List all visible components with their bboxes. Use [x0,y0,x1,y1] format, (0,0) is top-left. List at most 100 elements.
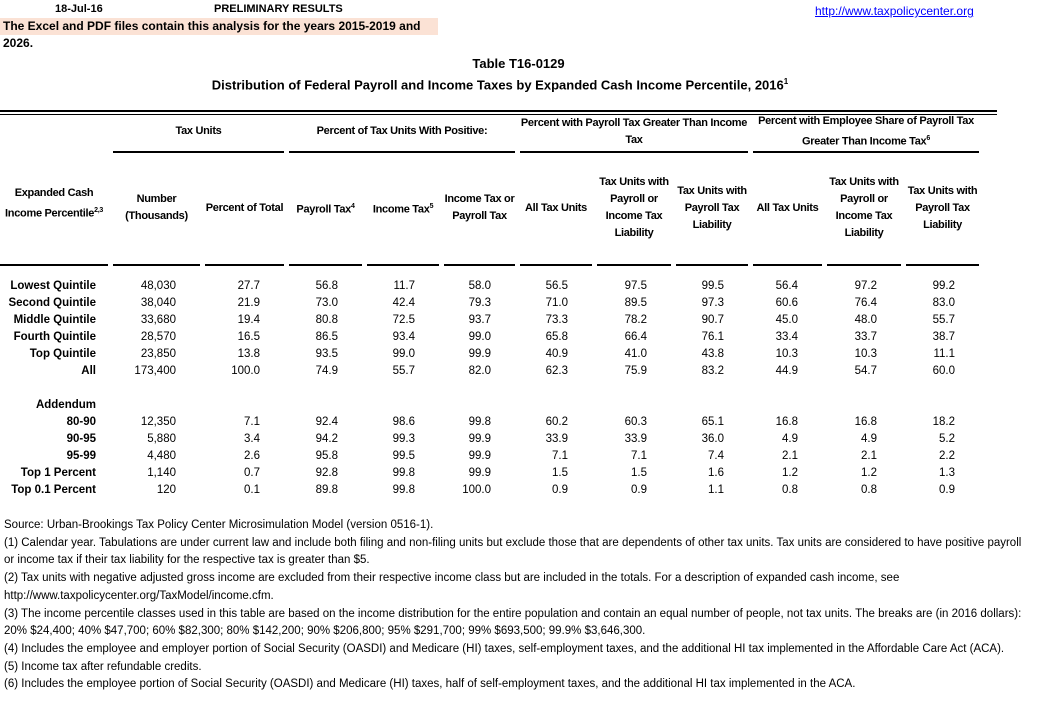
cell-value: 60.3 [624,415,647,428]
cell-value: 90.7 [701,313,724,326]
cell-value: 4.9 [782,432,798,445]
cell-value: 93.5 [315,347,338,360]
cell-value: 73.0 [315,296,338,309]
footnote-ref: 4 [351,202,355,210]
cell-value: 41.0 [624,347,647,360]
cell-value: 0.9 [631,483,647,496]
row-label: Lowest Quintile [10,279,96,292]
cell-value: 71.0 [545,296,568,309]
cell-value: 1.2 [782,466,798,479]
cell-value: 95.8 [315,449,338,462]
cell-value: 80.8 [315,313,338,326]
cell-value: 54.7 [854,364,877,377]
cell-value: 48,030 [140,279,176,292]
double-rule [0,110,997,115]
cell-value: 60.0 [932,364,955,377]
cell-value: 4,480 [147,449,176,462]
cell-value: 40.9 [545,347,568,360]
cell-value: 7.1 [552,449,568,462]
cell-value: 7.4 [708,449,724,462]
cell-value: 79.3 [468,296,491,309]
cell-value: 7.1 [244,415,260,428]
footnote: (6) Includes the employee portion of Soc… [4,678,856,691]
cell-value: 97.3 [701,296,724,309]
col-all-2: All Tax Units [753,153,822,266]
cell-value: 0.9 [552,483,568,496]
cell-value: 99.0 [468,330,491,343]
cell-value: 23,850 [140,347,176,360]
footnotes: Source: Urban-Brookings Tax Policy Cente… [4,517,1034,694]
group-employee-label: Percent with Employee Share of Payroll T… [758,115,974,148]
cell-value: 42.4 [392,296,415,309]
cell-value: 58.0 [468,279,491,292]
cell-value: 33,680 [140,313,176,326]
cell-value: 99.0 [392,347,415,360]
cell-value: 1.6 [708,466,724,479]
table-row: Top 0.1 Percent 120 0.1 89.8 99.8 100.0 0.9 0.9… [0,482,979,499]
cell-value: 99.8 [392,466,415,479]
cell-value: 99.5 [392,449,415,462]
cell-value: 55.7 [932,313,955,326]
row-label: Top 1 Percent [20,466,96,479]
footnote-ref: 2,3 [94,206,103,214]
cell-value: 92.4 [315,415,338,428]
data-table: Expanded Cash Income Percentile2,3 Tax U… [0,113,984,499]
cell-value: 89.5 [624,296,647,309]
group-employee-greater: Percent with Employee Share of Payroll T… [753,113,979,153]
cell-value: 73.3 [545,313,568,326]
cell-value: 94.2 [315,432,338,445]
cell-value: 38,040 [140,296,176,309]
title-text: Distribution of Federal Payroll and Inco… [211,77,784,93]
cell-value: 16.8 [775,415,798,428]
addendum-label: Addendum [35,398,96,411]
cell-value: 11.1 [933,347,955,360]
cell-value: 33.4 [775,330,798,343]
cell-value: 1.5 [552,466,568,479]
cell-value: 98.6 [392,415,415,428]
table-row: Top Quintile 23,850 13.8 93.5 99.0 99.9 40.9 41… [0,346,979,363]
cell-value: 75.9 [624,364,647,377]
cell-value: 100.0 [462,483,491,496]
col-income-or-payroll: Income Tax or Payroll Tax [444,153,515,266]
cell-value: 1.5 [631,466,647,479]
cell-value: 0.8 [861,483,877,496]
col-percentile: Expanded Cash Income Percentile2,3 [0,113,108,266]
row-label: 80-90 [66,415,96,428]
cell-value: 74.9 [315,364,338,377]
status-label: PRELIMINARY RESULTS [214,3,343,15]
table-row: All 173,400 100.0 74.9 55.7 82.0 62.3 75.9 83.2 4… [0,363,979,380]
cell-value: 173,400 [134,364,176,377]
col-payroll: Payroll Tax4 [289,153,362,266]
row-label: Fourth Quintile [13,330,96,343]
cell-value: 2.1 [782,449,798,462]
cell-value: 99.9 [468,347,491,360]
cell-value: 86.5 [315,330,338,343]
website-link[interactable]: http://www.taxpolicycenter.org [815,4,974,18]
cell-value: 99.2 [932,279,955,292]
table-row: 90-95 5,880 3.4 94.2 99.3 99.9 33.9 33.9 36.0 4.9… [0,431,979,448]
col-percent-total: Percent of Total [205,153,284,266]
cell-value: 1,140 [147,466,176,479]
cell-value: 97.2 [854,279,877,292]
col-income: Income Tax5 [367,153,439,266]
footnote: (2) Tax units with negative adjusted gro… [4,572,900,602]
cell-value: 76.1 [701,330,724,343]
cell-value: 16.5 [237,330,260,343]
row-label: 90-95 [66,432,96,445]
cell-value: 56.8 [315,279,338,292]
group-positive: Percent of Tax Units With Positive: [289,113,515,153]
col-number: Number (Thousands) [113,153,200,266]
cell-value: 0.7 [244,466,260,479]
cell-value: 38.7 [932,330,955,343]
cell-value: 99.9 [468,449,491,462]
cell-value: 1.1 [708,483,724,496]
cell-value: 2.6 [244,449,260,462]
cell-value: 65.1 [701,415,724,428]
cell-value: 5,880 [147,432,176,445]
cell-value: 82.0 [468,364,491,377]
cell-value: 2.1 [861,449,877,462]
cell-value: 1.3 [939,466,955,479]
cell-value: 62.3 [545,364,568,377]
cell-value: 99.9 [468,466,491,479]
table-number: Table T16-0129 [472,56,565,71]
